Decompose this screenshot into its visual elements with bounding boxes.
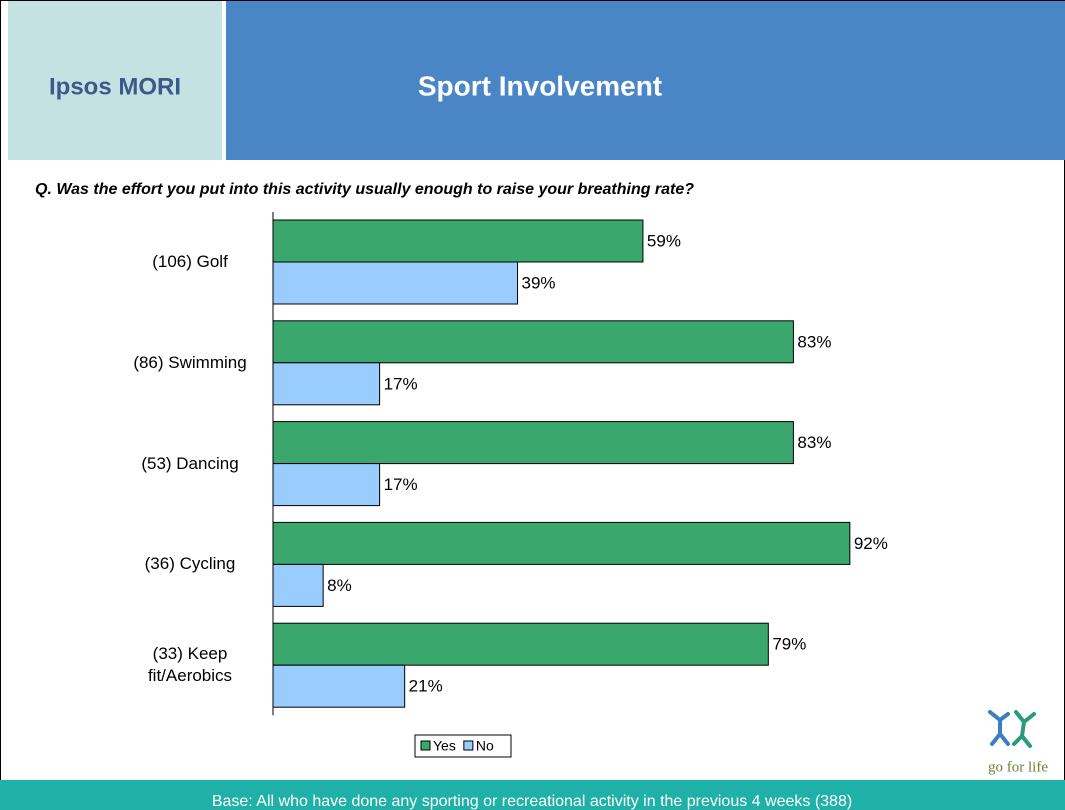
- bar: [272, 521, 851, 565]
- bar: [272, 261, 519, 305]
- value-label: 39%: [522, 273, 556, 292]
- value-label: 83%: [797, 332, 831, 351]
- category-label: (53) Dancing: [141, 453, 239, 473]
- title-panel: [226, 1, 1065, 160]
- category-label: (36) Cycling: [144, 554, 236, 574]
- value-label: 8%: [327, 576, 352, 595]
- category-label: (106) Golf: [152, 252, 228, 271]
- logo: go for life: [988, 759, 1048, 775]
- logo-figures: [988, 710, 1036, 748]
- bar: [272, 219, 644, 263]
- footer: Base: All who have done any sporting or …: [212, 793, 852, 810]
- value-label: 83%: [797, 433, 831, 452]
- bar: [272, 622, 769, 666]
- bar: [272, 362, 381, 406]
- subtitle: Q. Was the effort you put into this acti…: [35, 181, 694, 198]
- legend-box: [414, 734, 512, 758]
- legend-swatch: [463, 740, 474, 751]
- category-label: (33) Keep fit/Aerobics: [147, 644, 233, 686]
- value-label: 17%: [384, 475, 418, 494]
- brand-panel: [8, 1, 222, 160]
- category-label: (86) Swimming: [133, 352, 247, 372]
- value-label: 17%: [384, 374, 418, 393]
- value-label: 21%: [409, 677, 443, 696]
- bar: [272, 664, 406, 708]
- legend-label: Yes: [433, 738, 456, 754]
- bar: [272, 463, 381, 507]
- bar: [272, 320, 794, 364]
- value-label: 79%: [772, 635, 806, 654]
- brand: Ipsos MORI: [49, 73, 181, 100]
- footer-bar: [0, 780, 1065, 810]
- value-label: 59%: [647, 231, 681, 250]
- value-label: 92%: [854, 534, 888, 553]
- bar: [272, 421, 794, 465]
- legend: Yes No: [414, 734, 512, 758]
- legend-label: No: [476, 738, 494, 754]
- legend-swatch: [420, 740, 431, 751]
- chart-title: Sport Involvement: [418, 70, 662, 101]
- bar: [272, 563, 324, 607]
